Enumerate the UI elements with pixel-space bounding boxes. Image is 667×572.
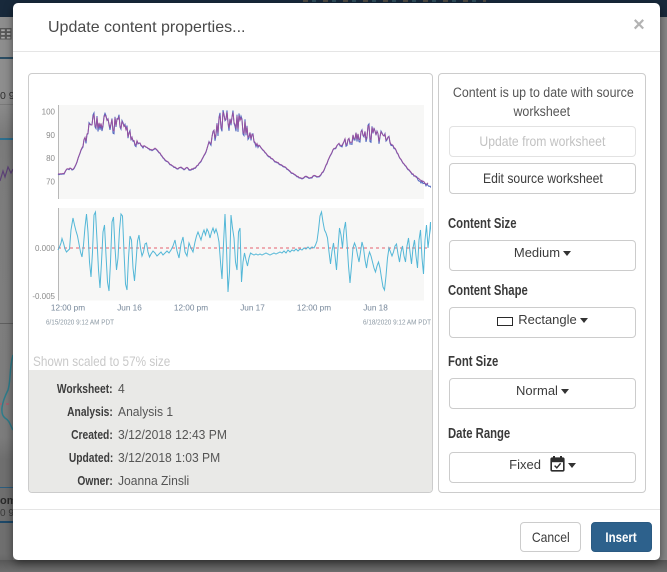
svg-text:6/15/2020 9:12 AM PDT: 6/15/2020 9:12 AM PDT bbox=[46, 319, 115, 327]
svg-text:90: 90 bbox=[46, 131, 55, 140]
svg-text:12:00 pm: 12:00 pm bbox=[174, 304, 208, 313]
svg-text:6/18/2020 9:12 AM PDT: 6/18/2020 9:12 AM PDT bbox=[363, 319, 431, 327]
svg-text:Jun 16: Jun 16 bbox=[117, 304, 142, 313]
svg-text:100: 100 bbox=[42, 108, 56, 117]
svg-text:0.000: 0.000 bbox=[35, 244, 56, 253]
svg-text:-0.005: -0.005 bbox=[32, 292, 55, 301]
svg-text:80: 80 bbox=[46, 154, 55, 163]
svg-text:12:00 pm: 12:00 pm bbox=[297, 304, 331, 313]
svg-text:12:00 pm: 12:00 pm bbox=[51, 304, 85, 313]
svg-text:Jun 18: Jun 18 bbox=[363, 304, 388, 313]
svg-text:Jun 17: Jun 17 bbox=[240, 304, 265, 313]
svg-text:70: 70 bbox=[46, 178, 55, 187]
